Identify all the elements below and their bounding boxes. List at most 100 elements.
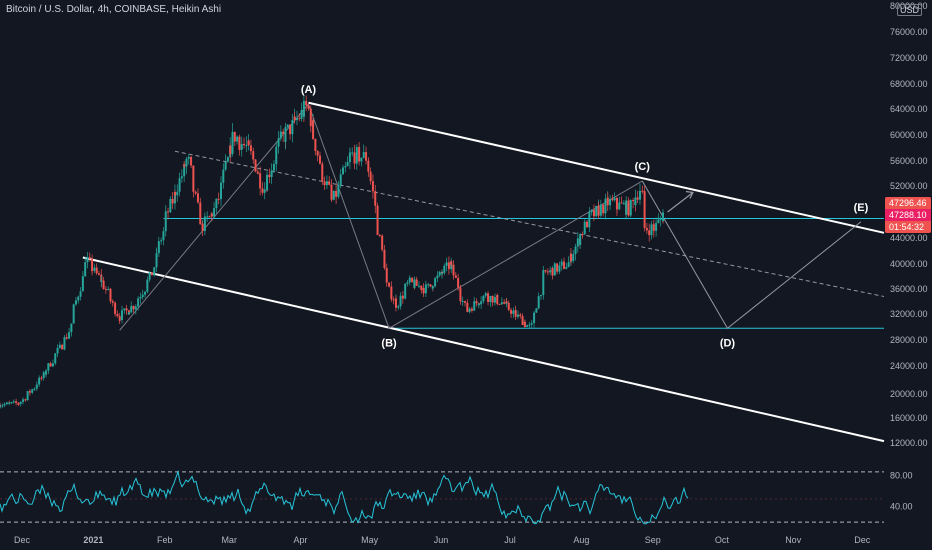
candle-body [81,276,84,278]
candle-body [634,197,637,205]
candle-body [176,191,179,196]
y-tick-label: 64000.00 [890,104,928,114]
candle-body [107,288,110,290]
candle-body [259,173,262,189]
candle-body [503,302,506,304]
candle-body [399,295,402,307]
candle-body [118,319,121,321]
candle-body [272,164,275,171]
candle-body [123,308,126,311]
candle-body [450,261,453,265]
candle-body [438,271,441,276]
candles-layer [0,95,664,409]
y-tick-label: 32000.00 [890,309,928,319]
candle-body [648,230,651,236]
candle-body [484,293,487,296]
candle-body [38,377,41,385]
candle-body [424,284,427,294]
rsi-tick-label: 40.00 [890,502,913,512]
candle-body [590,210,593,213]
candle-body [192,165,195,175]
candle-body [19,401,22,404]
candle-body [420,285,423,290]
candle-body [137,301,140,307]
candle-body [206,216,209,218]
candle-body [284,127,287,142]
candle-body [560,261,563,263]
candle-body [362,152,365,158]
candle-body [606,197,609,206]
projection-arrow [667,192,694,213]
candle-body [148,272,151,280]
y-tick-label: 36000.00 [890,284,928,294]
candle-body [220,182,222,186]
candle-body [289,124,292,135]
candle-body [355,147,358,164]
candle-body [275,146,278,160]
y-tick-label: 44000.00 [890,233,928,243]
drawing-layer [82,101,885,443]
candle-body [121,310,124,320]
candle-body [243,143,246,146]
candle-body [217,198,220,200]
candle-body [625,200,628,215]
candle-body [408,277,411,283]
candle-body [523,321,526,327]
candle-body [15,401,18,403]
candle-body [643,222,646,228]
candle-body [417,285,420,287]
candle-body [489,295,492,302]
x-tick-label: Sep [645,535,661,545]
candle-body [447,262,450,270]
candle-body [533,315,536,324]
candle-body [457,277,460,288]
candle-body [475,301,478,304]
candle-body [91,258,94,271]
candle-body [376,205,379,215]
candle-body [434,278,437,287]
candle-body [365,152,368,161]
candle-body [337,185,340,197]
candle-body [187,156,190,159]
candle-body [125,308,128,311]
candle-body [47,363,50,371]
candle-body [328,181,331,185]
candle-body [565,267,568,269]
candle-body [12,401,15,403]
candle-body [68,332,71,339]
candle-body [155,253,158,255]
candle-body [247,140,250,146]
candle-body [468,308,471,310]
candle-body [558,265,561,272]
candle-body [54,353,57,357]
candle-body [404,283,407,291]
y-tick-label: 60000.00 [890,130,928,140]
candle-body [254,159,257,172]
projection-path [641,180,862,330]
time-axis[interactable]: Dec 2021 Feb Mar Apr May Jun Jul Aug Sep Oct Nov Dec [14,535,871,545]
candle-body [305,100,308,106]
candle-body [325,181,328,186]
x-tick-label: Dec [854,535,871,545]
candle-body [160,240,163,242]
candle-body [31,389,34,393]
candle-body [72,304,75,315]
candle-body [394,298,397,308]
candle-body [132,306,135,310]
candle-body [641,190,644,192]
wave-label: (B) [381,337,397,349]
candle-body [579,234,582,245]
candle-body [411,277,414,282]
y-tick-label: 28000.00 [890,335,928,345]
y-tick-label: 12000.00 [890,438,928,448]
candle-body [528,324,531,326]
price-axis[interactable]: 12000.00 16000.00 20000.00 24000.00 28000.00… [890,1,928,512]
countdown-label: 01:54:32 [889,222,924,232]
candle-body [464,301,467,303]
x-tick-label: Jul [504,535,516,545]
candle-body [454,275,457,278]
candle-body [339,174,342,184]
currency-badge[interactable]: USD [896,4,922,16]
candle-body [342,167,345,175]
